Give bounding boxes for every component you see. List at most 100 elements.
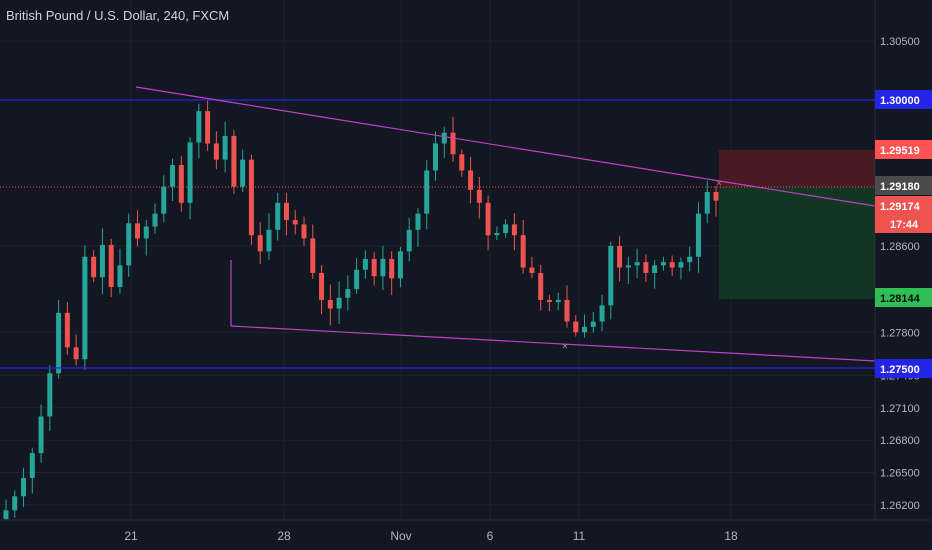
price-tick-label: 1.27100 bbox=[880, 403, 920, 415]
candle-body bbox=[108, 244, 114, 287]
last-price-badge[interactable]: 1.29174 17:44 bbox=[875, 196, 932, 233]
candle-body bbox=[327, 299, 333, 309]
candle-body bbox=[546, 299, 552, 303]
entry-badge-text: 1.29180 bbox=[880, 181, 920, 193]
countdown-text: 17:44 bbox=[890, 219, 919, 231]
candle-body bbox=[695, 213, 701, 257]
candle-body bbox=[134, 223, 140, 239]
candle-body bbox=[713, 192, 719, 201]
candle-body bbox=[503, 224, 509, 234]
stop-loss-badge[interactable]: 1.29519 bbox=[875, 140, 932, 159]
stop-loss-zone[interactable] bbox=[719, 150, 875, 187]
candle-body bbox=[222, 135, 228, 160]
candle-body bbox=[266, 229, 272, 252]
candle-body bbox=[397, 251, 403, 279]
candle-body bbox=[161, 186, 167, 214]
candle-body bbox=[196, 111, 202, 143]
candle-body bbox=[406, 229, 412, 252]
candle-body bbox=[12, 496, 18, 511]
candle-body bbox=[257, 235, 263, 252]
candle-body bbox=[652, 265, 658, 273]
candle-body bbox=[205, 111, 211, 144]
candle-body bbox=[459, 154, 465, 171]
candle-body bbox=[345, 289, 351, 298]
take-profit-badge[interactable]: 1.28144 bbox=[875, 288, 932, 307]
candle-body bbox=[494, 233, 500, 236]
lower-trendline[interactable] bbox=[230, 325, 876, 362]
candle-body bbox=[3, 510, 9, 519]
time-tick-label: Nov bbox=[390, 529, 411, 543]
last-price-text: 1.29174 bbox=[880, 201, 921, 213]
upper-trendline[interactable] bbox=[135, 86, 876, 207]
candle-body bbox=[310, 238, 316, 273]
candle-body bbox=[468, 170, 474, 190]
candle-body bbox=[590, 321, 596, 327]
candle-body bbox=[143, 226, 149, 239]
candle-body bbox=[485, 202, 491, 236]
candle-body bbox=[82, 256, 88, 360]
candle-body bbox=[319, 272, 325, 300]
candle-body bbox=[450, 132, 456, 155]
candle-body bbox=[178, 165, 184, 203]
time-axis[interactable] bbox=[0, 520, 875, 550]
level-badge-upper[interactable]: 1.30000 bbox=[875, 90, 932, 109]
take-profit-zone[interactable] bbox=[719, 187, 875, 299]
candle-body bbox=[660, 262, 666, 266]
level-badge-lower[interactable]: 1.27500 bbox=[875, 359, 932, 378]
price-tick-label: 1.30500 bbox=[880, 36, 920, 48]
candle-body bbox=[415, 213, 421, 230]
candle-body bbox=[275, 202, 281, 230]
price-tick-label: 1.28600 bbox=[880, 241, 920, 253]
candle-body bbox=[476, 189, 482, 203]
time-axis-ticks: 21 28 Nov 6 11 18 bbox=[124, 529, 738, 543]
time-tick-label: 18 bbox=[724, 529, 738, 543]
candle-body bbox=[240, 159, 246, 187]
candle-body bbox=[99, 244, 105, 278]
candle-body bbox=[573, 321, 579, 333]
time-tick-label: 6 bbox=[487, 529, 494, 543]
candle-body bbox=[564, 299, 570, 322]
candle-body bbox=[511, 224, 517, 236]
candle-body bbox=[678, 262, 684, 268]
candle-body bbox=[362, 258, 368, 270]
candlesticks bbox=[3, 100, 719, 531]
candle-body bbox=[608, 245, 614, 306]
candle-body bbox=[669, 262, 675, 268]
candle-body bbox=[529, 267, 535, 273]
entry-badge[interactable]: 1.29180 bbox=[875, 176, 932, 195]
candle-body bbox=[538, 272, 544, 300]
candle-body bbox=[213, 143, 219, 160]
price-tick-label: 1.26800 bbox=[880, 435, 920, 447]
candle-body bbox=[292, 220, 298, 225]
candle-body bbox=[687, 256, 693, 263]
candle-body bbox=[634, 262, 640, 266]
candle-body bbox=[582, 326, 588, 333]
time-tick-label: 21 bbox=[124, 529, 138, 543]
candle-body bbox=[555, 299, 561, 303]
candle-body bbox=[170, 165, 176, 187]
price-axis[interactable] bbox=[875, 0, 932, 520]
level-badge-upper-text: 1.30000 bbox=[880, 95, 920, 107]
time-tick-label: 11 bbox=[573, 529, 586, 543]
candle-body bbox=[704, 192, 710, 214]
level-badge-lower-text: 1.27500 bbox=[880, 364, 920, 376]
trendline-touch-marker: ✕ bbox=[562, 342, 569, 351]
candle-body bbox=[336, 297, 342, 309]
candle-body bbox=[441, 132, 447, 144]
candle-body bbox=[643, 262, 649, 273]
candle-body bbox=[231, 135, 237, 187]
time-tick-label: 28 bbox=[277, 529, 291, 543]
candle-body bbox=[248, 159, 254, 236]
candle-body bbox=[73, 347, 79, 360]
trendline-touch-marker-upper: ✕ bbox=[716, 179, 723, 188]
candle-body bbox=[371, 258, 377, 277]
candle-body bbox=[625, 265, 631, 268]
candle-body bbox=[38, 416, 44, 454]
candle-body bbox=[301, 224, 307, 239]
candle-body bbox=[56, 312, 62, 374]
candle-body bbox=[433, 143, 439, 171]
candle-body bbox=[126, 223, 132, 266]
candle-body bbox=[64, 312, 70, 348]
candle-body bbox=[187, 142, 193, 203]
